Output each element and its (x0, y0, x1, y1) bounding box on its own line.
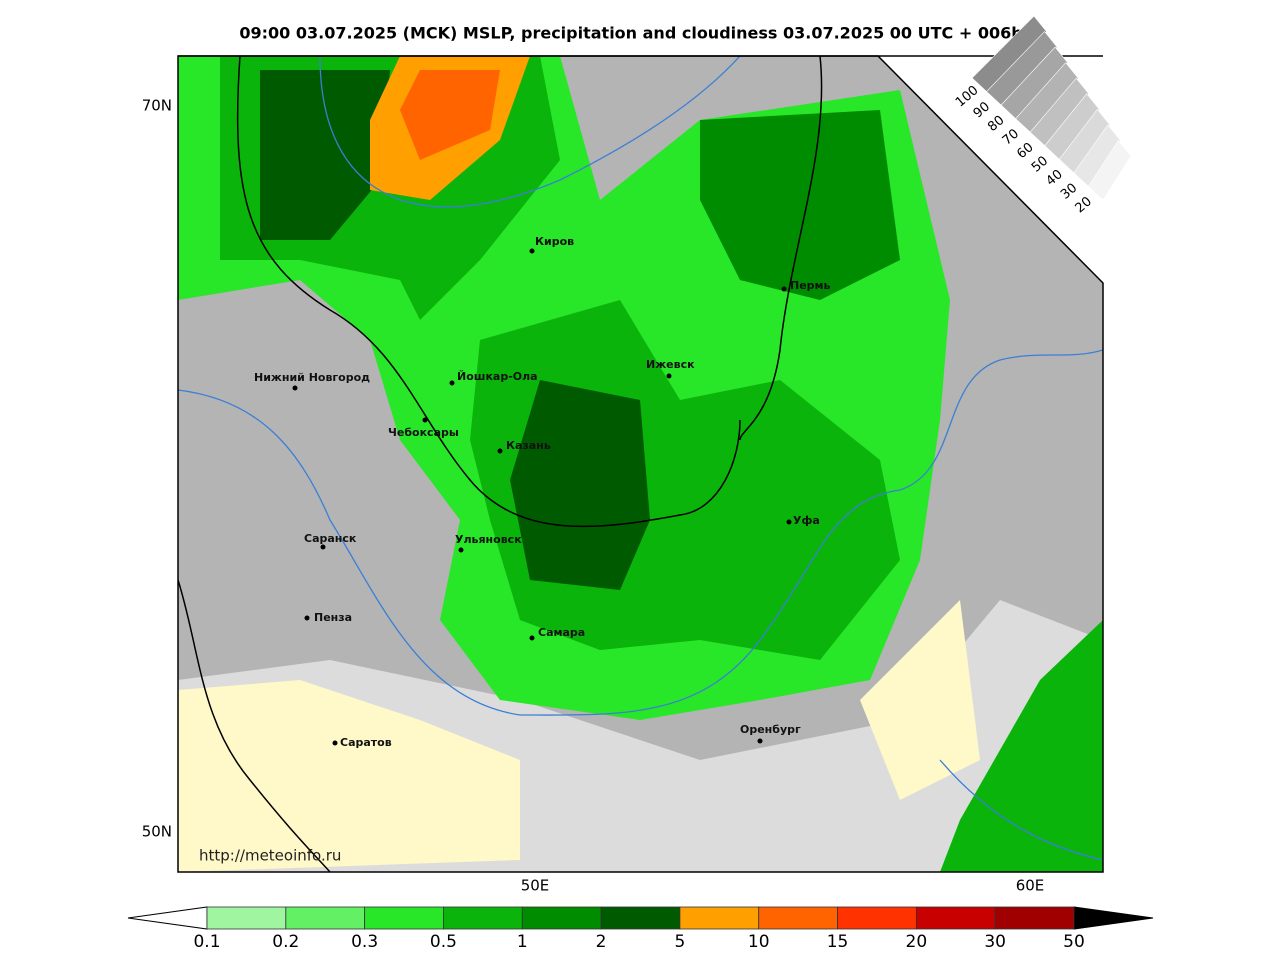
city-dot (458, 547, 464, 553)
colorbar-label: 15 (827, 932, 849, 952)
city-label: Йошкар-Ола (457, 370, 538, 383)
colorbar-label: 30 (984, 932, 1006, 952)
cloud-band (1088, 139, 1132, 201)
city-dot (757, 738, 763, 744)
city-label: Саранск (304, 532, 357, 545)
colorbar-box (600, 906, 681, 930)
city-label: Киров (535, 235, 574, 248)
colorbar-box (285, 906, 366, 930)
cloud-band (971, 15, 1047, 92)
cloud-band (1073, 124, 1121, 187)
city-label: Чебоксары (388, 426, 459, 439)
cloud-label: 50 (1029, 153, 1051, 175)
lon-label: 60E (1016, 877, 1045, 895)
city-dot (422, 417, 428, 423)
cloud-label: 60 (1014, 140, 1036, 162)
city-dot (304, 615, 310, 621)
over-arrow (1073, 906, 1154, 930)
city-dot (320, 544, 326, 550)
colorbar-box (206, 906, 287, 930)
cloud-label: 20 (1073, 194, 1095, 216)
title: 09:00 03.07.2025 (MCK) MSLP, precipitati… (239, 24, 1022, 43)
colorbar-label: 50 (1063, 932, 1085, 952)
city-dot (529, 635, 535, 641)
city-label: Саратов (340, 736, 392, 749)
colorbar-box (915, 906, 996, 930)
city-dot (292, 385, 298, 391)
colorbar-box (837, 906, 917, 930)
colorbar-label: 10 (748, 932, 770, 952)
city-label: Оренбург (740, 723, 801, 736)
colorbar-box (443, 906, 523, 930)
cloud-label: 30 (1058, 181, 1080, 203)
cloud-label: 80 (985, 113, 1007, 135)
cloud-band (1058, 108, 1111, 174)
cloud-band (986, 31, 1058, 106)
cloud-band (1029, 77, 1090, 147)
city-label: Пермь (790, 279, 831, 292)
city-label: Нижний Новгород (254, 371, 370, 384)
city-label: Самара (538, 626, 585, 639)
city-dot (497, 448, 503, 454)
city-dot (449, 380, 455, 386)
cloud-label: 90 (971, 99, 993, 121)
colorbar-label: 5 (674, 932, 685, 952)
lon-label: 50E (521, 877, 550, 895)
cloud-band (1015, 62, 1079, 133)
cloud-band (1044, 93, 1100, 160)
colorbar-box (679, 906, 760, 930)
city-label: Пенза (314, 611, 352, 624)
colorbar-box (758, 906, 838, 930)
city-dot (786, 519, 792, 525)
cloud-label: 70 (1000, 126, 1022, 148)
lat-label: 70N (142, 97, 172, 115)
colorbar-box (994, 906, 1075, 930)
city-label: Ульяновск (455, 533, 522, 546)
colorbar-label: 0.3 (351, 932, 378, 952)
city-dot (332, 740, 338, 746)
lat-label: 50N (142, 823, 172, 841)
map-field (178, 56, 1103, 872)
colorbar-label: 20 (906, 932, 928, 952)
colorbar-label: 0.5 (430, 932, 457, 952)
city-dot (781, 286, 787, 292)
url: http://meteoinfo.ru (199, 847, 341, 865)
colorbar-box (521, 906, 602, 930)
colorbar-label: 1 (517, 932, 528, 952)
colorbar-box (364, 906, 444, 930)
colorbar-label: 0.1 (193, 932, 220, 952)
under-arrow (127, 906, 208, 930)
cloud-label: 40 (1043, 167, 1065, 189)
city-dot (529, 248, 535, 254)
city-label: Уфа (793, 514, 820, 527)
city-dot (666, 373, 672, 379)
city-label: Казань (506, 439, 551, 452)
colorbar-label: 2 (596, 932, 607, 952)
cloud-band (1000, 46, 1069, 120)
city-label: Ижевск (646, 358, 695, 371)
colorbar-label: 0.2 (272, 932, 299, 952)
